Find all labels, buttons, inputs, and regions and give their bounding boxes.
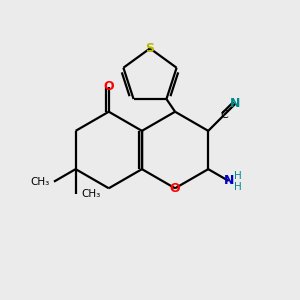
Text: S: S: [146, 42, 154, 55]
Text: CH₃: CH₃: [30, 177, 50, 187]
Text: H: H: [234, 182, 242, 192]
Text: CH₃: CH₃: [82, 189, 101, 199]
Text: O: O: [170, 182, 180, 195]
Text: H: H: [234, 171, 242, 181]
Text: N: N: [230, 97, 241, 110]
Text: C: C: [220, 110, 228, 120]
Text: N: N: [224, 174, 234, 188]
Text: O: O: [103, 80, 114, 93]
